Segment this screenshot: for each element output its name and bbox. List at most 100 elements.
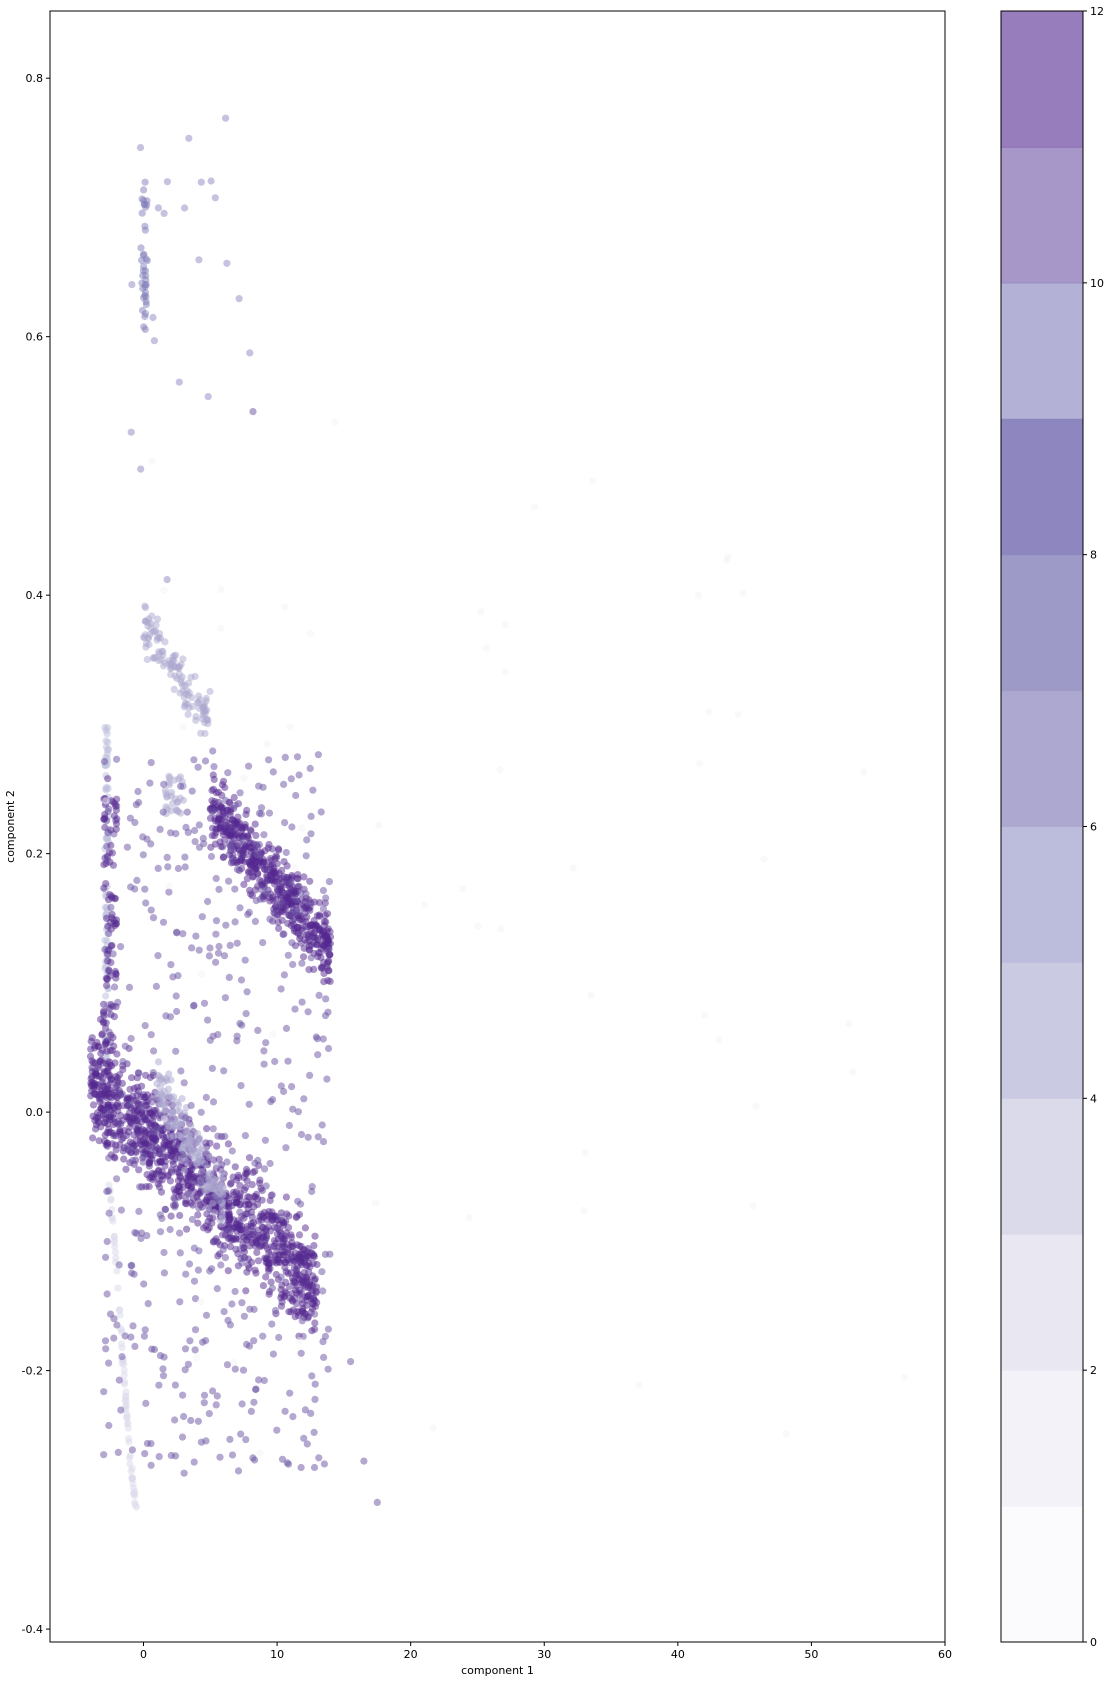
scatter-point: [286, 723, 294, 731]
scatter-point: [303, 1440, 311, 1448]
scatter-point: [260, 831, 268, 839]
scatter-point: [102, 1253, 110, 1261]
scatter-point: [179, 1391, 187, 1399]
scatter-point: [279, 1256, 287, 1264]
scatter-point: [124, 1128, 132, 1136]
colorbar-tick-label: 10: [1090, 277, 1104, 290]
scatter-point: [293, 753, 302, 761]
scatter-point: [290, 915, 298, 923]
scatter-point: [92, 1121, 100, 1129]
scatter-point: [145, 1182, 153, 1191]
scatter-point: [266, 1196, 274, 1205]
scatter-point: [190, 1277, 199, 1285]
colorbar-band: [1001, 1370, 1083, 1507]
scatter-point: [156, 1352, 164, 1360]
scatter-point: [212, 917, 221, 925]
y-tick-label: -0.2: [22, 1365, 43, 1378]
scatter-point: [287, 1231, 295, 1239]
scatter-point: [110, 1236, 118, 1244]
scatter-point: [251, 886, 259, 894]
scatter-point: [214, 949, 223, 957]
scatter-point: [112, 802, 120, 810]
scatter-point: [101, 723, 109, 732]
scatter-point: [254, 1257, 263, 1265]
scatter-point: [163, 1076, 171, 1084]
scatter-point: [297, 1349, 305, 1357]
scatter-point: [167, 807, 175, 815]
scatter-point: [242, 1287, 250, 1295]
scatter-point: [200, 1399, 208, 1407]
scatter-point: [277, 1294, 285, 1302]
scatter-point: [140, 1127, 149, 1135]
scatter-point: [103, 746, 112, 754]
scatter-point: [167, 670, 175, 679]
scatter-point: [187, 673, 195, 681]
scatter-point: [197, 1108, 205, 1116]
scatter-point: [291, 1279, 299, 1287]
scatter-point: [254, 1195, 262, 1203]
scatter-point: [298, 998, 306, 1006]
scatter-point: [474, 922, 482, 931]
scatter-point: [739, 589, 747, 597]
scatter-point: [310, 1242, 318, 1250]
scatter-point: [284, 951, 292, 959]
scatter-point: [188, 944, 196, 952]
scatter-point: [259, 1282, 267, 1290]
scatter-point: [245, 762, 253, 770]
scatter-point: [104, 1090, 112, 1098]
scatter-point: [211, 817, 219, 825]
scatter-point: [238, 1299, 246, 1307]
scatter-point: [266, 915, 274, 923]
scatter-point: [301, 936, 309, 944]
scatter-point: [101, 854, 109, 862]
scatter-point: [115, 1376, 123, 1384]
scatter-point: [173, 1007, 181, 1016]
scatter-point: [269, 768, 277, 776]
scatter-point: [138, 306, 147, 315]
scatter-point: [160, 586, 168, 594]
scatter-point: [209, 1199, 217, 1207]
scatter-point: [233, 939, 241, 947]
scatter-point: [241, 1132, 249, 1140]
scatter-point: [281, 1288, 289, 1296]
scatter-point: [260, 1047, 268, 1055]
scatter-point: [224, 1140, 232, 1148]
scatter-point: [110, 1315, 118, 1323]
scatter-point: [152, 982, 160, 991]
scatter-point: [146, 1174, 154, 1182]
scatter-point: [170, 685, 178, 694]
scatter-point: [265, 1267, 273, 1275]
scatter-point: [297, 1200, 305, 1208]
scatter-point: [240, 1253, 248, 1261]
scatter-point: [230, 1188, 238, 1196]
scatter-point: [123, 1413, 131, 1421]
scatter-point: [135, 1166, 143, 1174]
scatter-point: [261, 1136, 269, 1144]
scatter-point: [271, 855, 279, 863]
scatter-point: [137, 1110, 145, 1118]
scatter-point: [312, 1287, 320, 1296]
scatter-point: [117, 943, 125, 951]
scatter-point: [149, 914, 158, 922]
scatter-point: [255, 809, 264, 817]
scatter-point: [169, 1122, 178, 1130]
scatter-point: [111, 1243, 119, 1251]
scatter-point: [149, 1128, 157, 1136]
scatter-point: [186, 1172, 194, 1180]
scatter-point: [249, 408, 257, 416]
scatter-point: [319, 1035, 327, 1043]
scatter-point: [173, 1098, 181, 1106]
scatter-point: [243, 1168, 251, 1176]
scatter-point: [301, 1246, 309, 1254]
scatter-point: [164, 1171, 172, 1179]
colorbar-tick-label: 0: [1090, 1636, 1097, 1649]
scatter-point: [199, 704, 207, 713]
scatter-point: [194, 763, 202, 771]
scatter-point: [100, 757, 108, 766]
scatter-point: [129, 1484, 137, 1492]
scatter-point: [149, 1145, 157, 1153]
scatter-point: [141, 312, 149, 321]
scatter-point: [271, 1306, 280, 1315]
scatter-point: [231, 1365, 239, 1373]
scatter-point: [176, 1249, 184, 1257]
